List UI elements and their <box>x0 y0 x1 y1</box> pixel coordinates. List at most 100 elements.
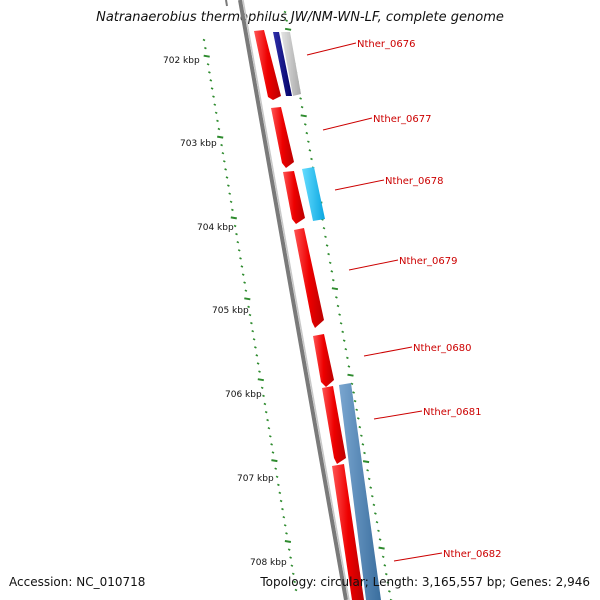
right-tick-36 <box>339 322 343 325</box>
left-tick-8 <box>213 103 217 106</box>
left-tick-18 <box>227 184 230 187</box>
left-tick-47 <box>266 418 269 422</box>
right-tick-14 <box>305 131 309 135</box>
left-tick-51 <box>271 451 275 454</box>
gene-labels: Nther_0676 Nther_0677 Nther_0678 Nther_0… <box>357 39 501 560</box>
gene-navy-strip[interactable] <box>273 32 292 96</box>
right-tick-25 <box>322 226 326 230</box>
left-tick-25 <box>236 240 240 244</box>
left-tick-65 <box>290 564 294 567</box>
left-tick-10 <box>216 119 219 123</box>
left-tick-19 <box>228 192 232 195</box>
map-title: Natranaerobius thermophilus JW/NM-WN-LF,… <box>96 10 504 25</box>
left-tick-27 <box>239 257 242 260</box>
right-tick-63 <box>381 555 385 559</box>
accession-text: Accession: NC_010718 <box>9 575 146 589</box>
right-tick-62 <box>378 546 385 550</box>
left-tick-14 <box>221 151 225 155</box>
left-tick-36 <box>251 329 255 333</box>
right-tick-32 <box>331 287 339 291</box>
scale-labels: 702 kbp 703 kbp 704 kbp 705 kbp 706 kbp … <box>163 56 287 568</box>
gene-nther-0678[interactable] <box>283 171 305 224</box>
left-tick-68 <box>294 588 298 592</box>
right-tick-49 <box>360 434 363 437</box>
right-tick-35 <box>338 313 341 316</box>
right-tick-60 <box>377 529 380 533</box>
right-tick-43 <box>350 382 354 386</box>
left-tick-41 <box>258 370 261 373</box>
left-tick-32 <box>244 297 251 301</box>
right-tick-53 <box>366 469 369 472</box>
right-tick-37 <box>341 330 345 334</box>
gene-nther-0676[interactable] <box>254 30 281 100</box>
left-tick-45 <box>263 402 267 406</box>
right-tick-54 <box>367 477 371 481</box>
scale-label-702: 702 kbp <box>163 56 200 66</box>
left-tick-12 <box>217 135 224 139</box>
left-tick-35 <box>250 321 253 325</box>
left-tick-5 <box>209 79 213 82</box>
left-tick-46 <box>264 410 268 414</box>
right-tick-50 <box>361 443 365 446</box>
left-tick-3 <box>206 63 210 66</box>
scale-label-707: 707 kbp <box>237 474 274 484</box>
left-tick-63 <box>287 548 291 551</box>
left-tick-58 <box>281 507 284 511</box>
left-tick-7 <box>212 95 215 98</box>
left-tick-44 <box>262 394 265 398</box>
right-tick-10 <box>299 97 302 100</box>
right-tick-27 <box>325 244 329 247</box>
left-tick-43 <box>260 386 264 390</box>
right-tick-44 <box>352 391 355 394</box>
gene-label-nther-0679[interactable]: Nther_0679 <box>399 256 457 267</box>
gene-steel-blue-strip[interactable] <box>339 383 381 600</box>
left-tick-28 <box>240 265 244 268</box>
right-tick-42 <box>347 373 354 377</box>
left-tick-53 <box>274 467 278 470</box>
right-tick-48 <box>358 425 362 429</box>
leader-nther-0681 <box>373 410 423 420</box>
left-tick-1 <box>204 46 207 50</box>
gene-label-nther-0678[interactable]: Nther_0678 <box>385 176 443 187</box>
leader-nther-0682 <box>393 552 443 562</box>
left-tick-54 <box>275 475 279 479</box>
right-tick-47 <box>356 417 360 420</box>
gene-label-nther-0681[interactable]: Nther_0681 <box>423 407 481 418</box>
left-tick-22 <box>230 216 237 220</box>
gene-grey-strip[interactable] <box>281 32 301 96</box>
right-tick-28 <box>327 252 330 256</box>
left-tick-29 <box>241 273 245 276</box>
left-tick-55 <box>277 483 280 487</box>
left-tick-61 <box>285 532 288 535</box>
right-tick-51 <box>363 451 366 455</box>
gene-nther-0681[interactable] <box>322 386 346 464</box>
left-tick-16 <box>224 168 227 171</box>
gene-nther-0677[interactable] <box>271 107 294 168</box>
gene-cyan-strip[interactable] <box>302 167 325 221</box>
left-tick-26 <box>237 249 241 252</box>
right-tick-41 <box>347 365 351 368</box>
gene-nther-0682[interactable] <box>332 464 364 600</box>
left-tick-17 <box>225 176 229 179</box>
leader-nther-0679 <box>348 259 399 271</box>
left-tick-66 <box>291 572 295 576</box>
right-tick-55 <box>369 486 373 489</box>
left-tick-49 <box>268 435 272 438</box>
left-tick-57 <box>279 499 283 503</box>
right-tick-34 <box>336 304 340 308</box>
right-tick-2 <box>284 27 292 31</box>
gene-label-nther-0676[interactable]: Nther_0676 <box>357 39 415 50</box>
gene-nther-0680[interactable] <box>313 334 334 387</box>
left-tick-0 <box>202 38 206 42</box>
left-tick-24 <box>235 232 238 236</box>
label-leaders <box>306 42 443 562</box>
left-tick-15 <box>222 160 226 163</box>
gene-nther-0679[interactable] <box>294 228 324 328</box>
left-tick-4 <box>208 71 211 74</box>
left-tick-42 <box>257 378 264 382</box>
gene-label-nther-0677[interactable]: Nther_0677 <box>373 114 431 125</box>
right-tick-26 <box>324 235 327 239</box>
gene-label-nther-0682[interactable]: Nther_0682 <box>443 549 501 560</box>
left-tick-33 <box>247 305 250 309</box>
gene-label-nther-0680[interactable]: Nther_0680 <box>413 343 471 354</box>
